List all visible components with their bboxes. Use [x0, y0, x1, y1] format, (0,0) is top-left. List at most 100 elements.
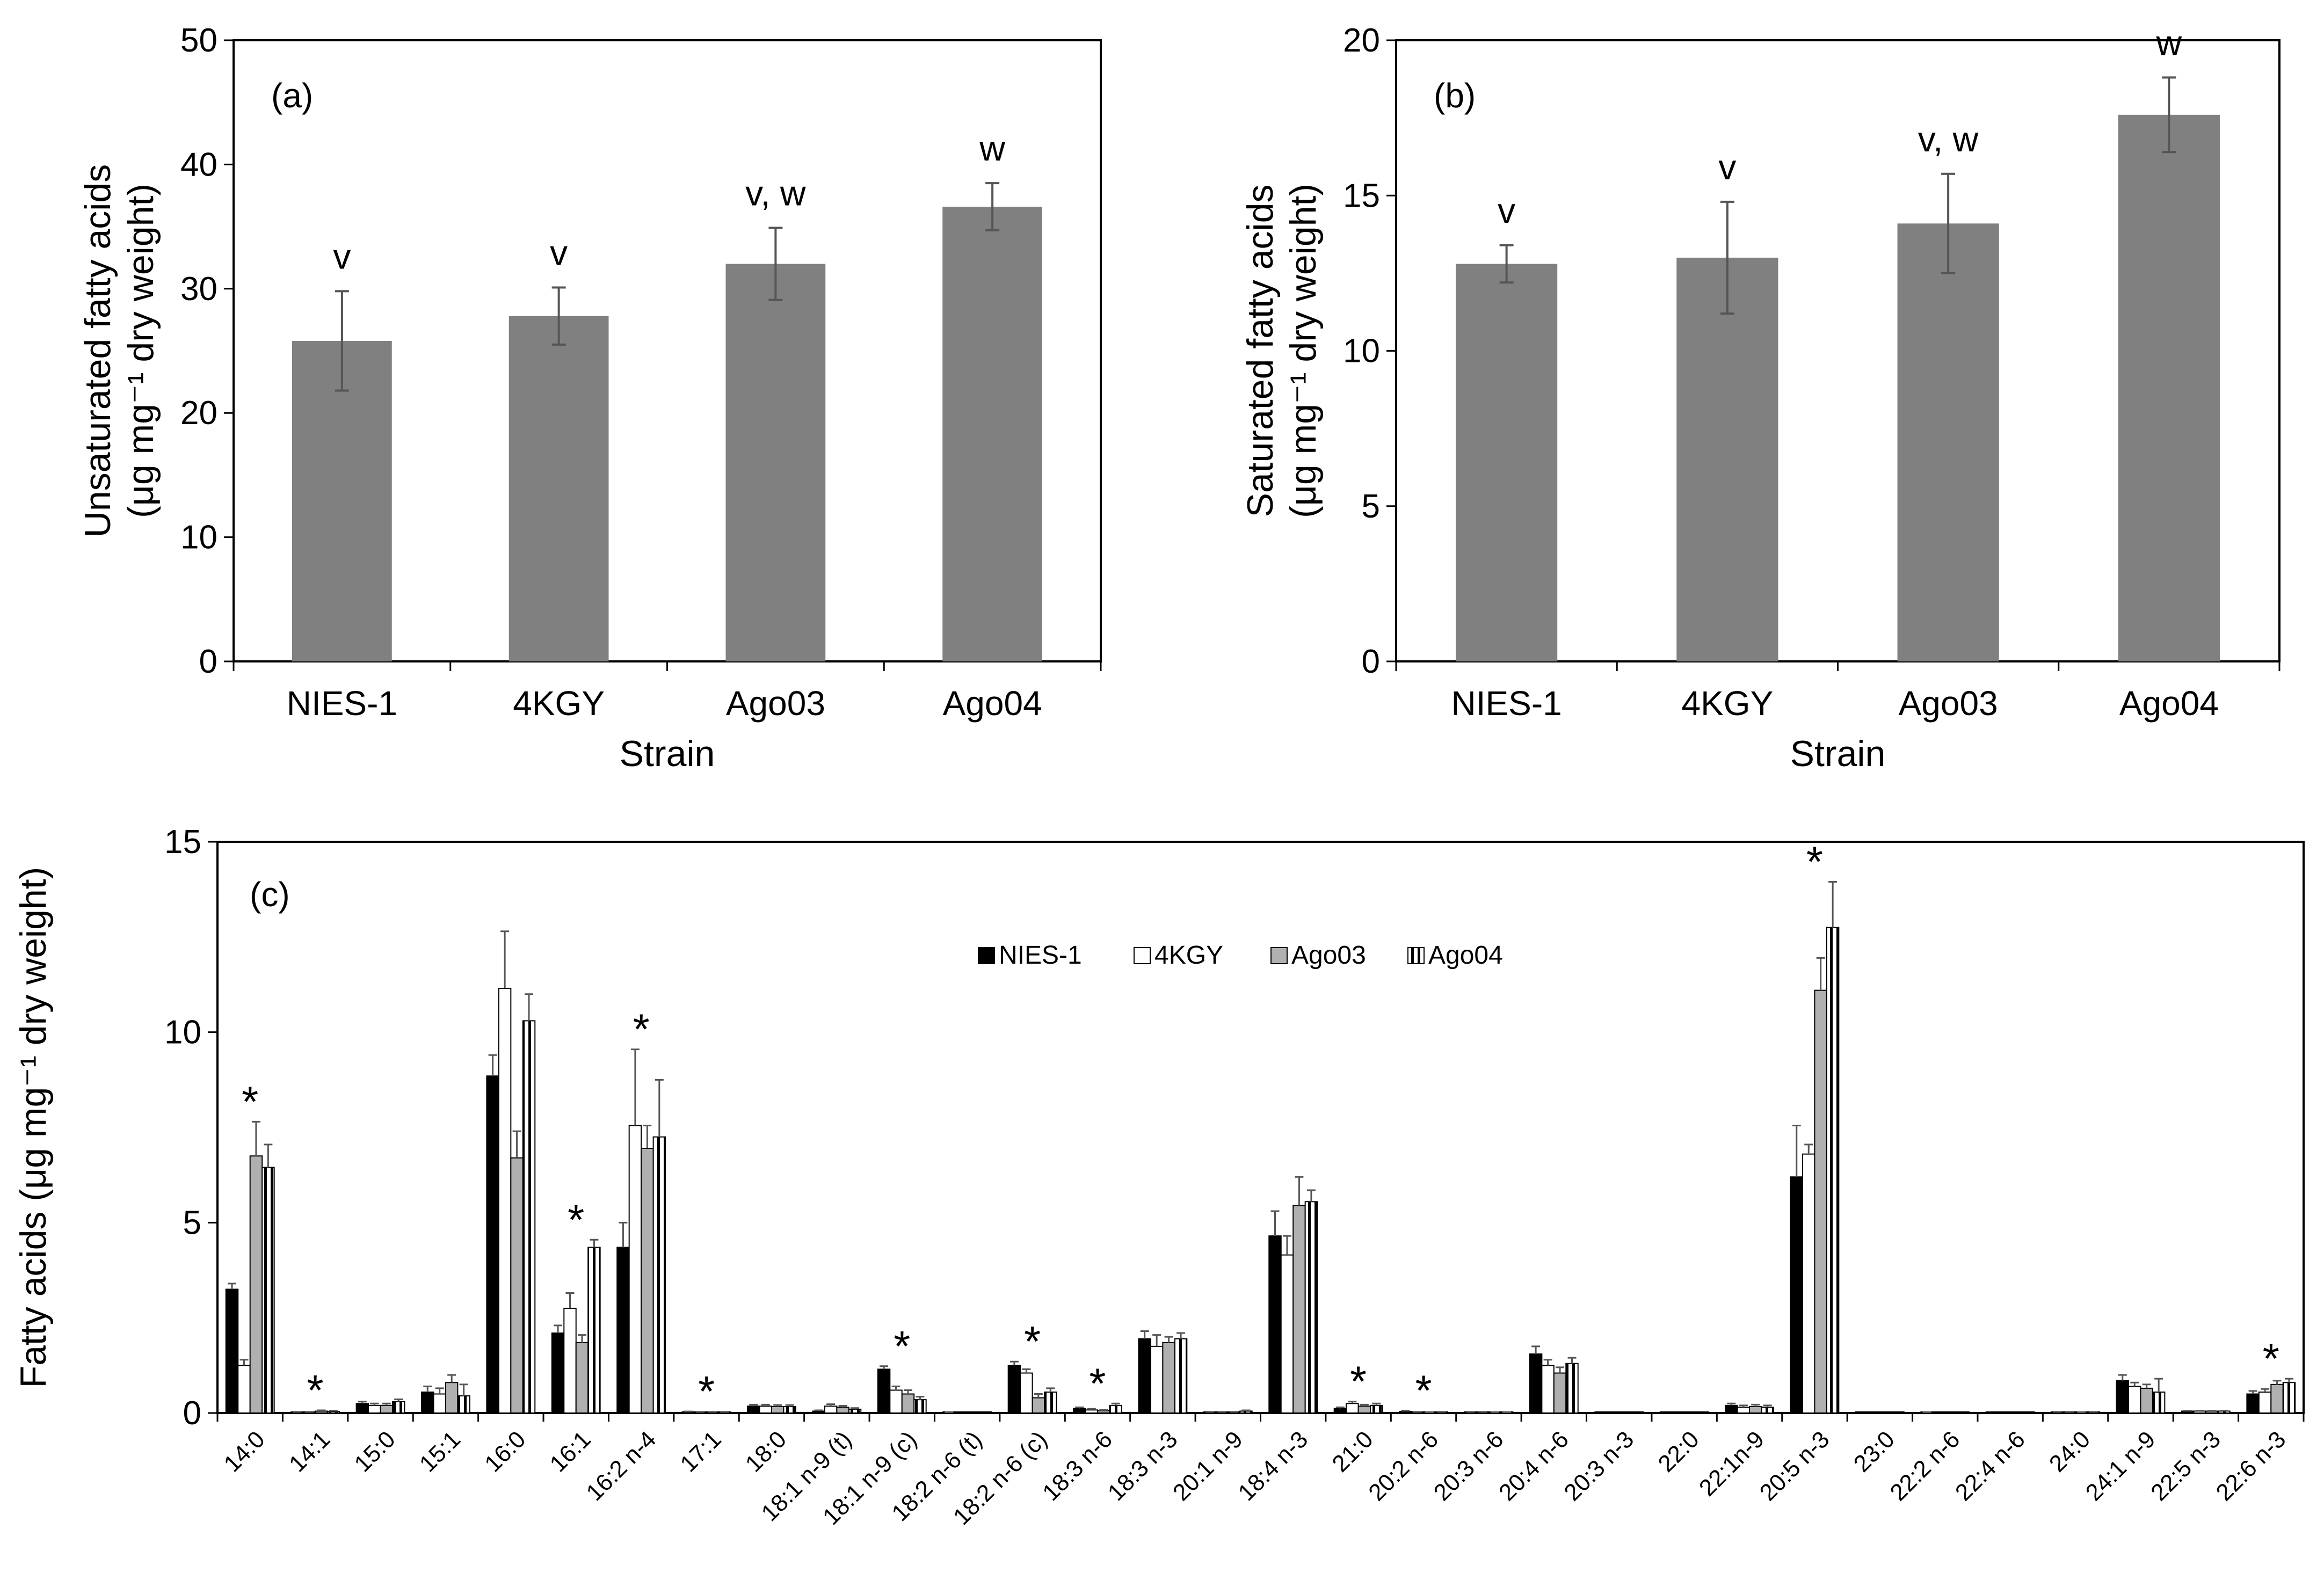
bar-4kgy	[1802, 1153, 1815, 1414]
bar-ago04	[326, 1411, 340, 1414]
fatty-acid-label: 20:3 n-3	[1559, 1426, 1639, 1506]
fatty-acid-label: 20:5 n-3	[1755, 1426, 1835, 1506]
bar-ago03	[1814, 989, 1827, 1414]
bar-ago03	[901, 1393, 915, 1414]
y-tick-label: 10	[180, 519, 217, 556]
y-tick-label: 0	[199, 643, 217, 680]
bar-nies-1	[812, 1410, 825, 1414]
bar-ago04	[2282, 1382, 2296, 1414]
fatty-acid-label: 18:0	[740, 1426, 791, 1477]
bar-ago04	[2022, 1411, 2035, 1414]
y-tick-label: 20	[180, 395, 217, 432]
bar-ago04	[1109, 1404, 1122, 1414]
bar-ago04	[1565, 1363, 1579, 1414]
y-axis-title: Saturated fatty acids	[1240, 185, 1281, 518]
bar-ago04	[1891, 1411, 1905, 1414]
bar-ago03	[2140, 1387, 2153, 1414]
panel-c-chart: 0 5 10 15 * 14:0 * 14:1 15:0 15:1 16:0 * 16:1 * 16:2 n…	[13, 824, 2305, 1530]
y-axis-title-units: (μg mg⁻¹ dry weight)	[120, 184, 161, 518]
bar-nies-1	[616, 1247, 630, 1414]
significance-star: *	[2263, 1335, 2279, 1382]
significance-letter: v	[333, 236, 351, 276]
fatty-acid-label: 16:2 n-4	[581, 1426, 661, 1506]
category-label: Ago03	[726, 684, 825, 723]
y-tick-label: 15	[164, 824, 201, 861]
bar-nies-1	[1725, 1404, 1738, 1414]
significance-star: *	[1350, 1358, 1367, 1405]
bar-ago04	[1761, 1407, 1774, 1414]
fatty-acid-label: 20:4 n-6	[1494, 1426, 1574, 1506]
bar-ago03	[1096, 1410, 1110, 1414]
legend-swatch-nies-1	[978, 947, 995, 964]
bar-4kgy	[498, 988, 512, 1414]
fatty-acid-label: 14:0	[219, 1426, 270, 1477]
fatty-acid-label: 16:1	[545, 1426, 596, 1477]
bar-ago04	[978, 1411, 992, 1414]
bar-4kgy	[1867, 1411, 1880, 1414]
fatty-acid-label: 20:1 n-9	[1168, 1426, 1248, 1506]
legend-label-ago04: Ago04	[1428, 941, 1503, 970]
bar-ago03	[249, 1155, 263, 1414]
category-label: Ago03	[1899, 684, 1998, 723]
bar-ago03	[1553, 1372, 1567, 1414]
bar-nies-1	[355, 1403, 369, 1414]
fatty-acid-label: 18:4 n-3	[1233, 1426, 1313, 1506]
bar-nies-1	[2246, 1393, 2260, 1414]
fatty-acid-label: 22:0	[1653, 1426, 1704, 1477]
bar-4kgy	[1932, 1411, 1946, 1414]
significance-letter: v	[550, 232, 568, 272]
panel-a-chart: 0 10 20 30 40 50 v NIES-1 v 4KGY v, w Ago03 w Ago04 (a…	[77, 22, 1102, 774]
bar-4kgy	[954, 1411, 968, 1414]
bar-ago04	[2152, 1391, 2166, 1414]
bar-ago03	[771, 1405, 785, 1414]
significance-star: *	[242, 1077, 258, 1125]
bar-ago03	[2009, 1411, 2023, 1414]
significance-letter: v	[1718, 147, 1736, 187]
significance-star: *	[894, 1322, 910, 1370]
bar-ago03	[1292, 1205, 1306, 1414]
y-tick-label: 50	[180, 22, 217, 59]
bar-ago03	[575, 1342, 589, 1414]
fatty-acid-label: 24:0	[2044, 1426, 2095, 1477]
bar-nies-1	[486, 1075, 499, 1414]
bar-ago04	[1239, 1410, 1253, 1414]
fatty-acid-label: 24:1 n-9	[2081, 1426, 2161, 1506]
category-label: Ago04	[2119, 684, 2219, 723]
bar-ago04	[652, 1136, 666, 1414]
panel-b-chart: 0 5 10 15 20 v NIES-1 v 4KGY v, w Ago03 w Ago04 (b) St…	[1240, 22, 2281, 774]
significance-star: *	[568, 1196, 584, 1243]
fatty-acid-label: 16:0	[480, 1426, 531, 1477]
bar-4kgy	[2128, 1386, 2141, 1414]
bar-ago03	[641, 1148, 654, 1414]
legend: NIES-1 4KGY Ago03 Ago04	[978, 941, 1503, 970]
y-tick-label: 5	[183, 1204, 201, 1241]
fatty-acid-label: 18:3 n-6	[1037, 1426, 1117, 1506]
legend-swatch-ago04	[1407, 947, 1425, 964]
fatty-acid-label: 22:5 n-3	[2146, 1426, 2226, 1506]
bar-ago04	[1174, 1338, 1188, 1414]
bar-4kgy	[1672, 1411, 1685, 1414]
bar-ago04	[1826, 927, 1840, 1414]
bar-ago03	[445, 1382, 459, 1414]
bar-ago04	[783, 1405, 796, 1414]
bar-4kgy	[1676, 257, 1778, 661]
panel-label: (a)	[271, 76, 313, 115]
bar-nies-1	[747, 1405, 760, 1414]
fatty-acid-label: 21:0	[1327, 1426, 1378, 1477]
bar-ago04	[457, 1395, 470, 1414]
bar-4kgy	[889, 1389, 903, 1414]
significance-star: *	[698, 1367, 715, 1415]
fatty-acid-label: 22:6 n-3	[2211, 1426, 2291, 1506]
bar-ago04	[913, 1399, 927, 1414]
bar-nies-1	[1073, 1408, 1086, 1414]
bar-4kgy	[824, 1405, 838, 1414]
significance-star: *	[1806, 838, 1823, 885]
bar-nies-1	[1529, 1353, 1543, 1414]
bar-ago04	[1044, 1391, 1057, 1414]
y-tick-label: 10	[1343, 333, 1380, 370]
y-tick-label: 0	[183, 1395, 201, 1432]
bar-ago03	[836, 1407, 849, 1414]
bar-nies-1	[2116, 1380, 2130, 1414]
bar-ago03	[1357, 1405, 1371, 1414]
category-label: 4KGY	[1682, 684, 1774, 723]
